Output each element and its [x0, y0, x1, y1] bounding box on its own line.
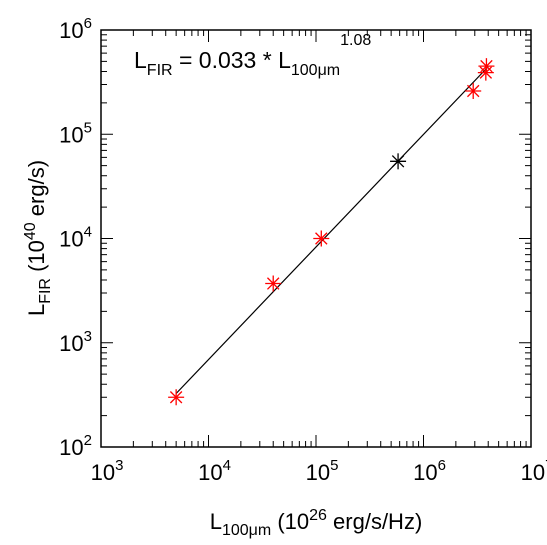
annotation-exponent: 1.08: [340, 32, 371, 49]
axis-ticks: [100, 30, 531, 448]
y-label-main: L: [24, 304, 49, 316]
y-label-sub: FIR: [37, 278, 54, 304]
y-tick-label-exp: 5: [84, 119, 92, 136]
x-label-sub: 100μm: [222, 522, 271, 539]
y-tick-label-base: 10: [59, 227, 83, 252]
y-axis-label: LFIR (1040 erg/s): [22, 160, 54, 316]
y-tick-label-exp: 3: [84, 328, 92, 345]
annotation-lhs: L: [134, 47, 147, 73]
x-tick-label-exp: 5: [330, 457, 338, 474]
data-point: [465, 82, 482, 99]
x-label-rest: erg/s/Hz): [327, 509, 422, 534]
x-tick-label-base: 10: [306, 460, 330, 485]
x-tick-label-base: 10: [413, 460, 437, 485]
y-label-rest: erg/s): [24, 160, 49, 222]
y-label-open: (10: [24, 240, 49, 278]
x-label-open: (10: [271, 509, 309, 534]
y-tick-label-exp: 6: [84, 15, 92, 32]
y-tick-label: 102: [59, 432, 92, 460]
x-tick-label: 104: [198, 457, 231, 485]
x-tick-label-exp: 6: [438, 457, 446, 474]
x-tick-label-base: 10: [521, 460, 545, 485]
y-tick-label: 103: [59, 328, 92, 356]
fit-line: [175, 66, 489, 394]
y-tick-label: 105: [59, 119, 92, 147]
x-tick-label-exp: 4: [223, 457, 231, 474]
y-tick-label-exp: 2: [84, 432, 92, 449]
x-tick-label-exp: 3: [115, 457, 123, 474]
data-point: [265, 275, 282, 292]
axis-tick-labels: 103104105106107102103104105106: [59, 15, 547, 485]
x-tick-label: 105: [306, 457, 339, 485]
annotation-rhs-sub: 100μm: [291, 62, 340, 79]
y-tick-label-base: 10: [59, 122, 83, 147]
fit-annotation: LFIR = 0.033 * L100μm1.08: [134, 32, 371, 79]
plot-frame: [100, 29, 532, 448]
x-label-main: L: [210, 509, 222, 534]
annotation-lhs-sub: FIR: [147, 62, 173, 79]
y-tick-label: 106: [59, 15, 92, 43]
x-tick-label-base: 10: [91, 460, 115, 485]
x-tick-label-exp: 7: [545, 457, 547, 474]
annotation-mid: = 0.033 * L: [173, 47, 291, 73]
y-tick-label-base: 10: [59, 435, 83, 460]
x-tick-label: 107: [521, 457, 547, 485]
x-tick-label: 106: [413, 457, 446, 485]
x-axis-label: L100μm (1026 erg/s/Hz): [210, 507, 423, 539]
y-tick-label-exp: 4: [84, 224, 92, 241]
data-point: [478, 58, 495, 75]
data-point: [313, 230, 330, 247]
y-tick-label-base: 10: [59, 18, 83, 43]
x-label-sup: 26: [309, 507, 327, 524]
x-tick-label-base: 10: [198, 460, 222, 485]
y-tick-label: 104: [59, 224, 92, 252]
y-tick-label-base: 10: [59, 331, 83, 356]
data-point: [390, 153, 407, 170]
data-points: [168, 58, 495, 406]
x-tick-label: 103: [91, 457, 124, 485]
y-label-sup: 40: [22, 222, 39, 240]
data-point: [168, 389, 185, 406]
